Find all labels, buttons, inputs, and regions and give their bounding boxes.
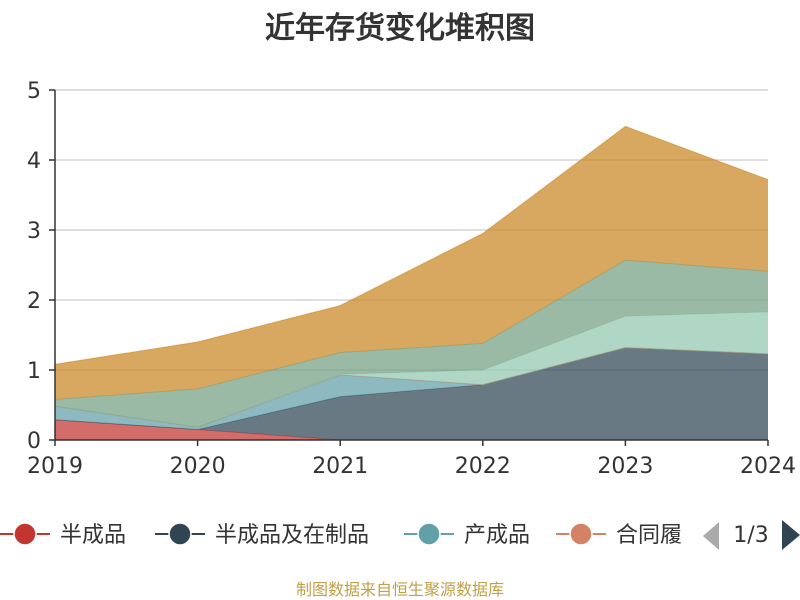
y-tick-label: 1 bbox=[27, 359, 41, 384]
legend-item-产成品[interactable]: 产成品 bbox=[404, 522, 530, 548]
area-series-原材料 bbox=[55, 260, 768, 428]
chart-title: 近年存货变化堆积图 bbox=[265, 11, 535, 46]
area-series-产成品 bbox=[55, 347, 768, 430]
y-tick-label: 5 bbox=[27, 79, 41, 104]
legend[interactable]: 半成品 半成品及在制品 产成品 合同履 1/3 bbox=[0, 520, 800, 550]
y-tick-label: 3 bbox=[27, 219, 41, 244]
legend-marker-icon bbox=[417, 522, 441, 546]
triangle-left-icon[interactable] bbox=[703, 522, 719, 550]
legend-marker-icon bbox=[569, 522, 593, 546]
area-series-半成品及在制品 bbox=[55, 347, 768, 440]
legend-item-半成品[interactable]: 半成品 bbox=[0, 522, 126, 548]
axes: 0 1 2 3 4 5 2019 2020 2021 2022 2023 2024 bbox=[27, 79, 796, 479]
legend-label: 半成品 bbox=[60, 523, 126, 548]
x-tick-label: 2022 bbox=[455, 454, 511, 479]
area-series-半成品 bbox=[55, 419, 768, 440]
legend-label: 半成品及在制品 bbox=[215, 523, 369, 548]
legend-item-半成品及在制品[interactable]: 半成品及在制品 bbox=[155, 522, 369, 548]
x-tick-label: 2021 bbox=[312, 454, 368, 479]
y-tick-label: 0 bbox=[27, 429, 41, 454]
y-tick-label: 4 bbox=[27, 149, 41, 174]
legend-label: 合同履 bbox=[616, 523, 682, 548]
legend-marker-icon bbox=[13, 522, 37, 546]
series-line-在产品 bbox=[54, 125, 769, 365]
data-source-note: 制图数据来自恒生聚源数据库 bbox=[296, 580, 504, 599]
legend-marker-icon bbox=[168, 522, 192, 546]
area-series-在产品 bbox=[55, 126, 768, 400]
area-series-库存商品 bbox=[55, 311, 768, 428]
area-series bbox=[54, 125, 769, 441]
legend-label: 产成品 bbox=[464, 523, 530, 548]
legend-page-indicator: 1/3 bbox=[733, 523, 768, 548]
x-tick-label: 2023 bbox=[597, 454, 653, 479]
triangle-right-icon[interactable] bbox=[782, 520, 800, 550]
x-tick-label: 2020 bbox=[170, 454, 226, 479]
x-tick-label: 2024 bbox=[740, 454, 796, 479]
y-tick-label: 2 bbox=[27, 289, 41, 314]
legend-item-合同履[interactable]: 合同履 bbox=[556, 522, 682, 548]
x-tick-label: 2019 bbox=[27, 454, 83, 479]
